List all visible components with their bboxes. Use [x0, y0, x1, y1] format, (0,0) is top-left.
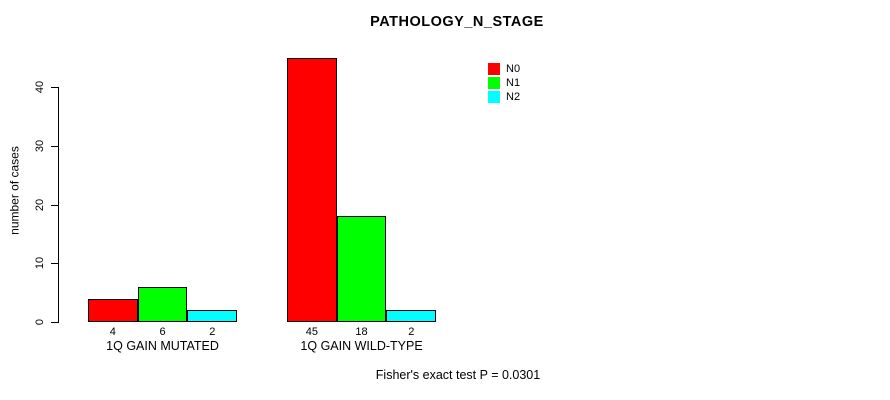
bar-n0-group1 — [88, 298, 138, 322]
legend-swatch-n2 — [488, 91, 500, 103]
legend: N0 N1 N2 — [488, 62, 520, 104]
legend-label: N0 — [506, 63, 521, 75]
y-axis-tick — [51, 263, 58, 265]
y-axis-tick — [51, 87, 58, 89]
y-axis-label: number of cases — [7, 146, 22, 235]
y-axis-tick — [51, 145, 58, 147]
bar-n1-group2 — [336, 216, 387, 322]
y-axis-tick-label: 0 — [34, 318, 46, 326]
bar-n2-group2 — [386, 310, 437, 322]
legend-swatch-n0 — [488, 63, 500, 75]
bar-value-label: 4 — [109, 326, 116, 338]
legend-swatch-n1 — [488, 77, 500, 89]
category-label: 1Q GAIN MUTATED — [106, 339, 219, 353]
y-axis-tick-label: 30 — [34, 139, 46, 153]
stat-annotation: Fisher's exact test P = 0.0301 — [375, 368, 541, 382]
y-axis-tick — [51, 322, 58, 323]
legend-row-n0: N0 — [488, 62, 520, 76]
y-axis-line — [58, 87, 59, 323]
bar-value-label: 6 — [159, 326, 166, 338]
chart-title: PATHOLOGY_N_STAGE — [370, 14, 544, 30]
bar-value-label: 18 — [355, 326, 368, 338]
bar-n2-group1 — [187, 310, 238, 322]
bar-value-label: 2 — [408, 326, 415, 338]
category-label: 1Q GAIN WILD-TYPE — [300, 339, 423, 353]
bar-n1-group1 — [137, 286, 188, 322]
y-axis-tick-label: 20 — [34, 198, 46, 211]
bar-value-label: 45 — [305, 326, 318, 338]
legend-row-n2: N2 — [488, 90, 520, 104]
legend-row-n1: N1 — [488, 76, 520, 90]
y-axis-tick — [51, 204, 58, 206]
y-axis-tick-label: 10 — [34, 257, 46, 270]
legend-label: N1 — [506, 77, 521, 89]
y-axis-tick-label: 40 — [34, 81, 46, 94]
legend-label: N2 — [506, 91, 521, 103]
bar-n0-group2 — [287, 57, 337, 322]
bar-value-label: 2 — [209, 326, 216, 338]
